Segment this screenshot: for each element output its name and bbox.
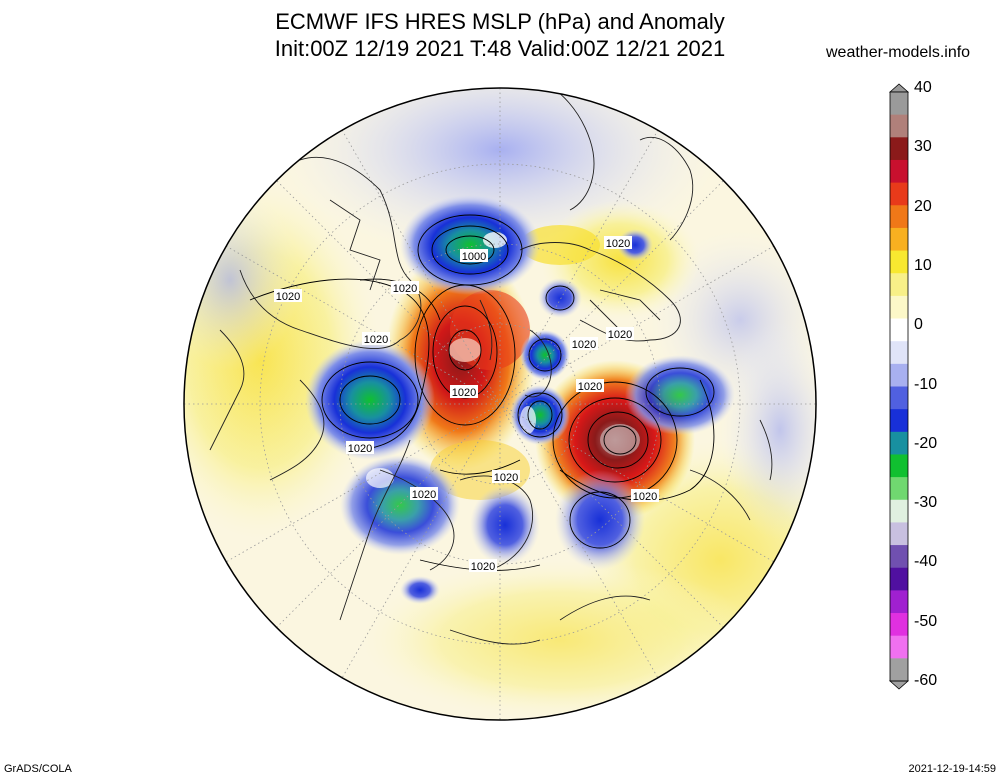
contour-label-bg <box>576 379 604 392</box>
contour-label-bg <box>346 441 374 454</box>
colorbar-label: 30 <box>914 138 932 156</box>
colorbar-swatch <box>890 386 908 410</box>
contour-label-bg <box>362 332 390 345</box>
map-border <box>183 87 817 721</box>
colorbar-label: 10 <box>914 256 932 274</box>
contour-label-bg <box>492 470 520 483</box>
colorbar-swatch <box>890 545 908 569</box>
colorbar-swatch <box>890 613 908 637</box>
colorbar-swatch <box>890 318 908 342</box>
contour-label: 1020 <box>633 491 657 503</box>
graticule <box>184 88 816 720</box>
colorbar-swatch <box>890 363 908 387</box>
contour-label-bg <box>606 327 634 340</box>
contour-label: 1020 <box>578 381 602 393</box>
colorbar-label: -10 <box>914 375 938 393</box>
contour-label: 1020 <box>364 334 388 346</box>
colorbar-swatch <box>890 92 908 116</box>
colorbar-label: 40 <box>914 79 932 96</box>
contour-label-bg <box>391 281 419 294</box>
colorbar-swatch <box>890 227 908 252</box>
colorbar-label: -30 <box>914 494 938 512</box>
colorbar-swatch <box>890 205 908 229</box>
colorbar-swatch <box>890 182 908 206</box>
title-line-2: Init:00Z 12/19 2021 T:48 Valid:00Z 12/21… <box>274 36 726 61</box>
colorbar-label: 0 <box>914 316 923 334</box>
contour-label: 1000 <box>462 251 486 263</box>
contour-label: 1020 <box>393 283 417 295</box>
colorbar-label: -50 <box>914 612 938 630</box>
contour-label: 1020 <box>452 387 476 399</box>
contour-labels: 1000 1020 1020 1020 1020 1020 1020 1020 1020 1020… <box>274 236 659 573</box>
colorbar-swatch <box>890 114 908 138</box>
colorbar-arrow-bottom <box>888 680 910 690</box>
contour-label: 1020 <box>276 291 300 303</box>
contour-label: 1020 <box>606 238 630 250</box>
colorbar-swatch <box>890 273 908 297</box>
colorbar-swatch <box>890 635 908 659</box>
colorbar-swatch <box>890 409 908 433</box>
contour-label: 1020 <box>412 489 436 501</box>
footer-credit: GrADS/COLA <box>4 763 72 775</box>
colorbar-swatch <box>890 295 908 320</box>
colorbar-swatch <box>890 567 908 591</box>
contour-label-bg <box>460 249 488 262</box>
chart-title: ECMWF IFS HRES MSLP (hPa) and Anomaly In… <box>200 8 800 62</box>
contour-label: 1020 <box>471 561 495 573</box>
contour-label-bg <box>469 559 497 572</box>
coastlines <box>209 88 773 645</box>
anomaly-field <box>184 88 816 720</box>
colorbar-swatch <box>890 431 908 455</box>
contour-label-bg <box>631 489 659 502</box>
colorbar-swatch <box>890 341 908 365</box>
colorbar-swatch <box>890 590 908 614</box>
colorbar-swatch <box>890 159 908 184</box>
colorbar-arrow-top <box>888 83 910 93</box>
colorbar-swatch <box>890 499 908 523</box>
contour-label-bg <box>570 337 598 350</box>
colorbar-label: 20 <box>914 197 932 215</box>
contour-label-bg <box>450 385 478 398</box>
contour-label-bg <box>274 289 302 302</box>
site-label: weather-models.info <box>826 44 971 61</box>
colorbar-label: -60 <box>914 672 938 689</box>
colorbar-label: -20 <box>914 434 938 452</box>
footer-timestamp: 2021-12-19-14:59 <box>908 763 996 775</box>
contour-label: 1020 <box>572 339 596 351</box>
contour-label-bg <box>604 236 632 249</box>
contour-label: 1020 <box>608 329 632 341</box>
colorbar-swatch <box>890 477 908 501</box>
title-line-1: ECMWF IFS HRES MSLP (hPa) and Anomaly <box>275 9 725 34</box>
contour-label-bg <box>410 487 438 500</box>
colorbar-swatch <box>890 137 908 161</box>
colorbar-label: -40 <box>914 553 938 571</box>
colorbar-swatch <box>890 250 908 274</box>
contour-label: 1020 <box>348 443 372 455</box>
colorbar-swatch <box>890 658 908 682</box>
contour-label: 1020 <box>494 472 518 484</box>
colorbar-swatch <box>890 454 908 478</box>
colorbar-swatch <box>890 522 908 546</box>
colorbar <box>888 83 910 690</box>
colorbar-frame <box>889 91 909 682</box>
